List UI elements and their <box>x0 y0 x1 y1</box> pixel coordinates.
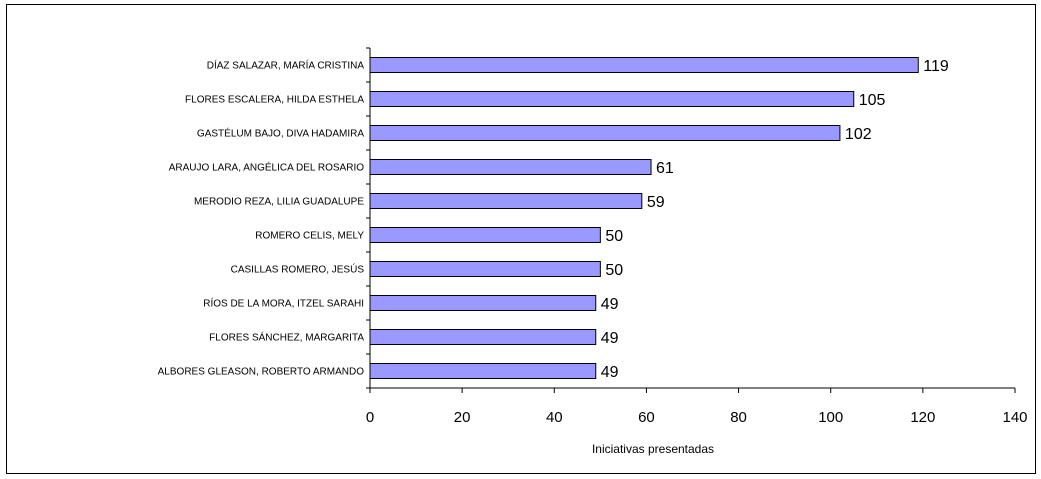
x-tick-label: 60 <box>638 409 655 426</box>
bar <box>369 159 652 175</box>
x-tick-label: 120 <box>910 409 935 426</box>
data-label: 105 <box>859 92 886 109</box>
category-label: ALBORES GLEASON, ROBERTO ARMANDO <box>158 367 365 378</box>
bar <box>369 363 597 379</box>
category-label: MERODIO REZA, LILIA GUADALUPE <box>194 197 364 208</box>
category-label: FLORES SÁNCHEZ, MARGARITA <box>209 331 364 344</box>
data-label: 119 <box>923 58 949 75</box>
bar <box>369 125 841 141</box>
x-tick-label: 100 <box>818 409 843 426</box>
data-label: 49 <box>601 296 619 313</box>
x-axis-title: Iniciativas presentadas <box>592 442 714 456</box>
bar <box>369 91 855 107</box>
x-tick-label: 40 <box>546 409 563 426</box>
bar <box>369 329 597 345</box>
category-label: GASTÉLUM BAJO, DIVA HADAMIRA <box>197 127 364 140</box>
category-label: FLORES ESCALERA, HILDA ESTHELA <box>185 95 364 106</box>
axes-layer: DÍAZ SALAZAR, MARÍA CRISTINA 119 FLORES ES… <box>158 47 1028 426</box>
data-label: 59 <box>647 194 665 211</box>
category-label: ARAUJO LARA, ANGÉLICA DEL ROSARIO <box>169 161 364 174</box>
category-label: RÍOS DE LA MORA, ITZEL SARAHI <box>203 297 364 310</box>
data-label: 50 <box>605 262 623 279</box>
bars-layer <box>369 57 919 379</box>
data-label: 61 <box>656 160 674 177</box>
category-label: DÍAZ SALAZAR, MARÍA CRISTINA <box>207 59 365 72</box>
bar <box>369 227 601 243</box>
bar <box>369 57 919 73</box>
x-tick-label: 140 <box>1002 409 1027 426</box>
category-label: CASILLAS ROMERO, JESÚS <box>231 263 365 276</box>
bar <box>369 295 597 311</box>
data-label: 102 <box>845 126 872 143</box>
x-tick-label: 20 <box>454 409 471 426</box>
data-label: 49 <box>601 330 619 347</box>
category-label: ROMERO CELIS, MELY <box>255 231 364 242</box>
data-label: 50 <box>605 228 623 245</box>
data-label: 49 <box>601 364 619 381</box>
bar <box>369 261 601 277</box>
x-tick-label: 0 <box>366 409 374 426</box>
bar <box>369 193 643 209</box>
x-tick-label: 80 <box>730 409 747 426</box>
